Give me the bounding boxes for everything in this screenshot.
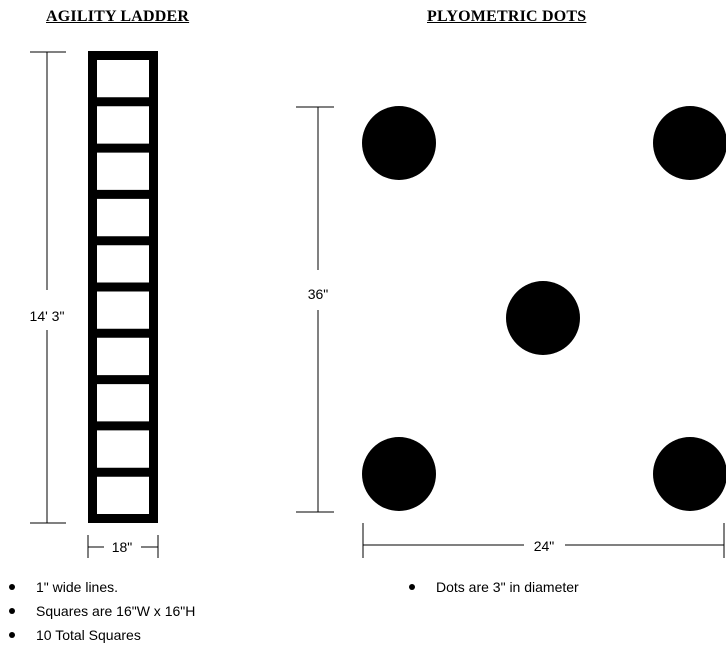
ladder-rungs <box>92 97 154 477</box>
ladder-note-text: 10 Total Squares <box>36 627 141 643</box>
dots-width-label: 24" <box>534 538 555 554</box>
dots-note-text: Dots are 3" in diameter <box>436 579 579 595</box>
ladder-width-dimension: 18" <box>87 535 159 558</box>
plyometric-dots-title: PLYOMETRIC DOTS <box>427 8 587 25</box>
ladder-note-item: 1" wide lines. <box>0 575 195 599</box>
dots-notes-list: Dots are 3" in diameter <box>400 575 579 599</box>
dots-height-label: 36" <box>308 286 329 302</box>
agility-ladder-title: AGILITY LADDER <box>46 8 190 25</box>
agility-ladder <box>88 51 158 523</box>
dot-bottom-right <box>653 437 726 511</box>
bullet-icon <box>9 608 15 614</box>
dot-bottom-left <box>362 437 436 511</box>
dot-top-left <box>362 106 436 180</box>
bullet-icon <box>409 584 415 590</box>
ladder-note-item: Squares are 16"W x 16"H <box>0 599 195 623</box>
dots-height-dimension: 36" <box>296 106 334 513</box>
ladder-height-dimension: 14' 3" <box>30 51 66 524</box>
dots-width-dimension: 24" <box>362 523 725 558</box>
bullet-icon <box>9 632 15 638</box>
ladder-note-text: 1" wide lines. <box>36 579 119 595</box>
dots-note-item: Dots are 3" in diameter <box>400 575 579 599</box>
ladder-width-label: 18" <box>112 539 133 555</box>
dot-top-right <box>653 106 726 180</box>
ladder-height-label: 14' 3" <box>30 308 65 324</box>
dot-center <box>506 281 580 355</box>
bullet-icon <box>9 584 15 590</box>
ladder-notes-list: 1" wide lines. Squares are 16"W x 16"H 1… <box>0 575 195 647</box>
plyometric-dots <box>362 106 726 511</box>
ladder-note-item: 10 Total Squares <box>0 623 195 647</box>
ladder-note-text: Squares are 16"W x 16"H <box>36 603 196 619</box>
